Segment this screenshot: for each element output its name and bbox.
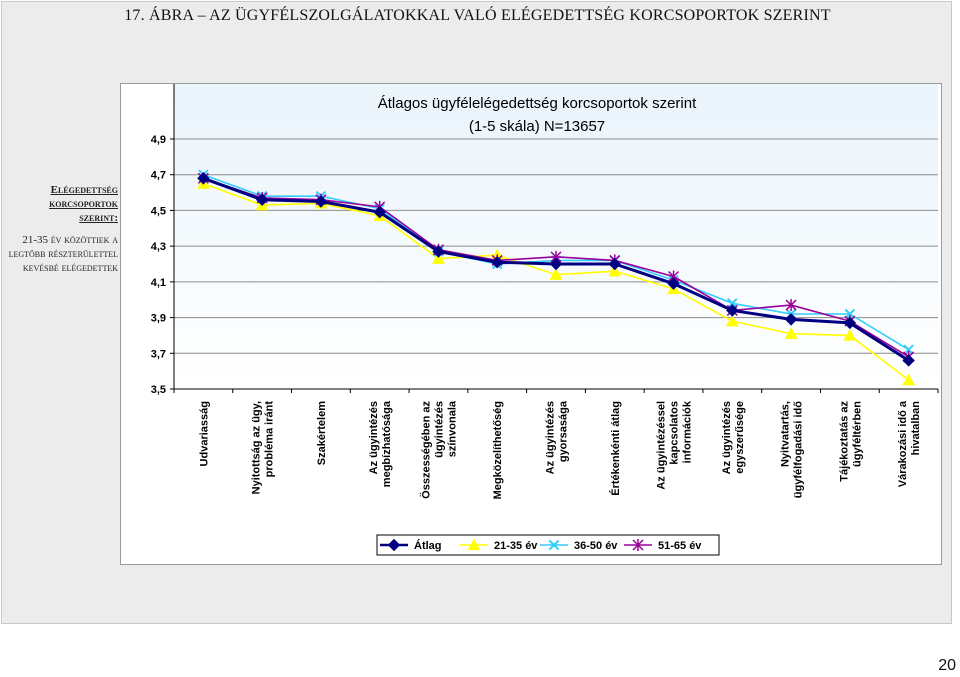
x-tick-label-line: Nyitvatartás, — [780, 401, 792, 467]
data-point — [548, 539, 560, 551]
data-point — [784, 313, 798, 326]
y-tick-label: 4,3 — [151, 241, 166, 253]
x-tick-label: Az ügyintézésselkapcsolatosinformációk — [656, 400, 694, 490]
x-tick-label-line: Értékenkénti átlag — [609, 401, 622, 496]
data-point — [725, 314, 739, 327]
data-point-stroke — [727, 298, 738, 309]
y-tick-label: 3,9 — [151, 313, 166, 325]
data-point — [903, 344, 914, 355]
data-point-stroke — [548, 539, 560, 551]
x-tick-label: Szakértelem — [316, 401, 328, 465]
x-tick-label: Az ügyintézésgyorsasága — [545, 400, 570, 474]
x-tick-label: Nyitvatartás,ügyfélfogadási idő — [780, 401, 805, 498]
data-point — [843, 316, 857, 330]
legend-item: 51-65 év — [624, 539, 702, 552]
x-tick-label-line: Várakozási idő a — [897, 400, 909, 487]
x-tick-label-line: Az ügyintézés — [545, 401, 557, 474]
data-point — [727, 298, 738, 309]
data-point — [902, 354, 915, 367]
x-tick-label: Megközelíthetőség — [492, 401, 504, 499]
data-point — [843, 328, 857, 341]
legend-label: Átlag — [414, 539, 442, 552]
x-tick-label-line: Nyitottság az ügy, — [251, 401, 263, 494]
x-tick-label-line: színvonala — [446, 400, 458, 457]
sidebar-note: Elégedettség korcsoportok szerint: 21-35… — [8, 183, 118, 275]
x-tick-label-line: Az ügyintézés — [721, 401, 733, 474]
x-tick-label: Az ügyintézésegyszerűsége — [721, 401, 746, 474]
data-point — [373, 206, 386, 219]
y-tick-label: 3,7 — [151, 348, 166, 360]
sidebar-text: 21-35 év közöttiek a legtöbb részterület… — [8, 234, 118, 274]
x-tick-label-line: Szakértelem — [316, 401, 328, 465]
x-tick-label-line: ügyintézés — [433, 401, 445, 458]
data-point — [491, 256, 504, 269]
y-tick-label: 4,7 — [151, 170, 166, 182]
data-point — [314, 195, 328, 208]
data-point — [608, 257, 621, 271]
data-point — [549, 257, 563, 271]
data-point — [255, 193, 269, 206]
x-tick-label-line: információk — [682, 400, 694, 463]
data-point — [467, 538, 481, 551]
x-tick-label-line: Tájékoztatás az — [838, 401, 850, 482]
x-tick-label-line: Megközelíthetőség — [492, 401, 504, 499]
data-point — [608, 264, 622, 277]
data-point — [549, 268, 563, 280]
legend-label: 36-50 év — [574, 540, 618, 552]
data-point — [432, 252, 445, 264]
data-point-stroke — [844, 308, 856, 320]
sidebar-title: Elégedettség korcsoportok szerint: — [49, 184, 118, 224]
data-point — [632, 539, 644, 551]
series-0 — [197, 172, 915, 367]
y-tick-label: 3,5 — [151, 384, 166, 396]
legend-item: Átlag — [380, 538, 442, 552]
x-tick-label-line: kapcsolatos — [669, 401, 681, 465]
data-point — [902, 373, 915, 386]
data-point — [387, 538, 401, 552]
data-point — [726, 304, 739, 317]
x-tick-label: Tájékoztatás azügyféltérben — [838, 401, 863, 482]
legend-item: 21-35 év — [460, 538, 538, 552]
data-point — [197, 172, 210, 185]
x-tick-label-line: gyorsasága — [558, 400, 570, 462]
y-tick-label: 4,5 — [151, 205, 166, 217]
x-tick-label: Összességében azügyintézésszínvonala — [419, 400, 458, 499]
x-tick-label-line: Összességében az — [419, 401, 432, 499]
legend-label: 51-65 év — [658, 540, 702, 552]
legend-label: 21-35 év — [494, 540, 538, 552]
data-point — [667, 277, 680, 290]
x-tick-label-line: probléma iránt — [264, 401, 276, 478]
x-tick-label-line: Az ügyintézés — [368, 401, 380, 474]
x-tick-label-line: Udvariasság — [198, 401, 210, 466]
x-tick-label: Az ügyintézésmegbízhatósága — [368, 400, 393, 487]
x-tick-label-line: ügyfélfogadási idő — [793, 401, 805, 498]
x-tick-label: Udvariasság — [198, 401, 210, 466]
x-tick-label-line: hivatalban — [910, 401, 922, 456]
x-tick-label-line: egyszerűsége — [734, 401, 746, 474]
figure-heading: 17. ÁBRA – AZ ÜGYFÉLSZOLGÁLATOKKAL VALÓ … — [124, 7, 831, 24]
data-point — [432, 245, 445, 258]
x-tick-label: Várakozási idő ahivatalban — [897, 400, 922, 487]
data-point — [784, 327, 798, 339]
x-tick-label-line: Az ügyintézéssel — [656, 401, 668, 490]
data-point-stroke — [903, 344, 914, 355]
data-point — [844, 308, 856, 320]
y-tick-label: 4,1 — [151, 277, 166, 289]
chart-subtitle: (1-5 skála) N=13657 — [469, 118, 605, 135]
chart-title: Átlagos ügyfélelégedettség korcsoportok … — [378, 95, 697, 112]
x-tick-label-line: megbízhatósága — [381, 400, 393, 487]
x-tick-label: Értékenkénti átlag — [609, 401, 622, 496]
page-number: 20 — [938, 657, 956, 674]
legend-item: 36-50 év — [540, 539, 618, 552]
y-tick-label: 4,9 — [151, 134, 166, 146]
x-tick-label: Nyitottság az ügy,probléma iránt — [251, 401, 276, 495]
plot-background — [174, 84, 938, 389]
data-point — [785, 299, 797, 312]
x-tick-label-line: ügyféltérben — [851, 401, 863, 467]
